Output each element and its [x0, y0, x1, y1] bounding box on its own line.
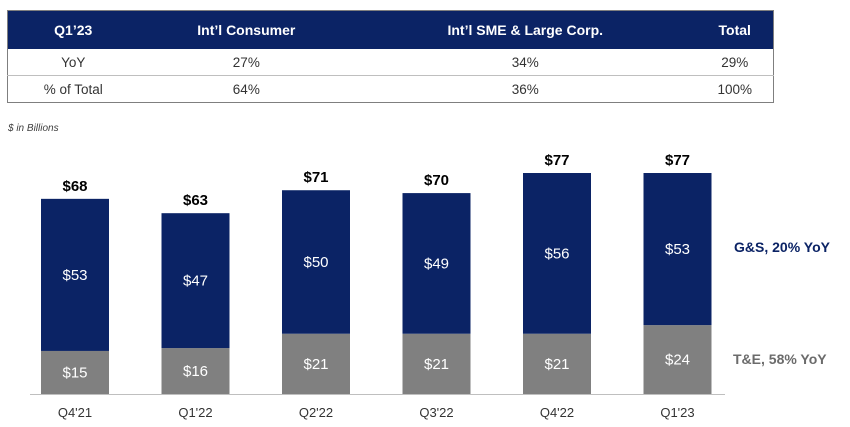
bar-total-label: $77 [544, 152, 569, 169]
bar-gs [282, 190, 350, 334]
bar-total-label: $63 [183, 192, 208, 209]
bar-te [282, 333, 350, 394]
bar-gs-label: $47 [183, 273, 208, 290]
legend-te: T&E, 58% YoY [733, 351, 827, 367]
header-intl-consumer: Int’l Consumer [138, 10, 355, 49]
bar-gs [41, 198, 109, 351]
table-row: % of Total 64% 36% 100% [8, 76, 774, 103]
x-tick-label: Q2'22 [299, 405, 333, 420]
bar-te [402, 333, 471, 394]
table-cell: 64% [232, 81, 260, 97]
header-intl-sme: Int’l SME & Large Corp. [354, 10, 697, 49]
bar-gs [643, 173, 712, 326]
table-cell: % of Total [43, 81, 103, 97]
bar-gs-label: $53 [665, 241, 690, 258]
bar-gs-label: $53 [62, 267, 87, 284]
x-tick-label: Q1'22 [178, 405, 212, 420]
bar-te-label: $21 [544, 356, 569, 373]
bar-total-label: $70 [424, 172, 449, 189]
table-cell: YoY [7, 49, 139, 76]
bar-total-label: $68 [62, 178, 87, 195]
table-cell: 100% [717, 81, 752, 97]
bar-te-label: $15 [62, 364, 87, 381]
bar-te [523, 333, 591, 394]
bar-te-label: $16 [183, 363, 208, 380]
table-cell: 36% [511, 81, 539, 97]
x-tick-label: Q3'22 [419, 405, 453, 420]
bar-gs-label: $49 [424, 255, 449, 272]
bar-gs-label: $50 [303, 254, 328, 271]
x-tick-label: Q4'22 [540, 405, 574, 420]
table-row: YoY 27% 34% 29% [7, 49, 774, 76]
bar-gs [523, 173, 591, 334]
legend-gs: G&S, 20% YoY [734, 239, 830, 255]
summary-table: Q1’23 Int’l Consumer Int’l SME & Large C… [7, 10, 774, 103]
x-tick-label: Q4'21 [58, 405, 92, 420]
bar-te-label: $21 [303, 356, 328, 373]
bar-total-label: $77 [665, 152, 690, 169]
header-total: Total [696, 10, 774, 49]
bar-te-label: $21 [424, 356, 449, 373]
header-period: Q1’23 [7, 10, 139, 49]
bar-total-label: $71 [303, 169, 328, 186]
bar-gs [402, 193, 471, 334]
table-cell: 27% [138, 49, 355, 76]
bar-gs-label: $56 [544, 245, 569, 262]
table-cell: 29% [696, 49, 774, 76]
bar-te [161, 348, 230, 394]
unit-note: $ in Billions [8, 123, 59, 134]
table-header-row: Q1’23 Int’l Consumer Int’l SME & Large C… [7, 10, 774, 49]
table-cell: 34% [354, 49, 697, 76]
bar-te [41, 350, 109, 394]
bar-te [643, 325, 712, 394]
x-tick-label: Q1'23 [660, 405, 694, 420]
bar-te-label: $24 [665, 352, 690, 369]
bar-gs [161, 213, 230, 349]
